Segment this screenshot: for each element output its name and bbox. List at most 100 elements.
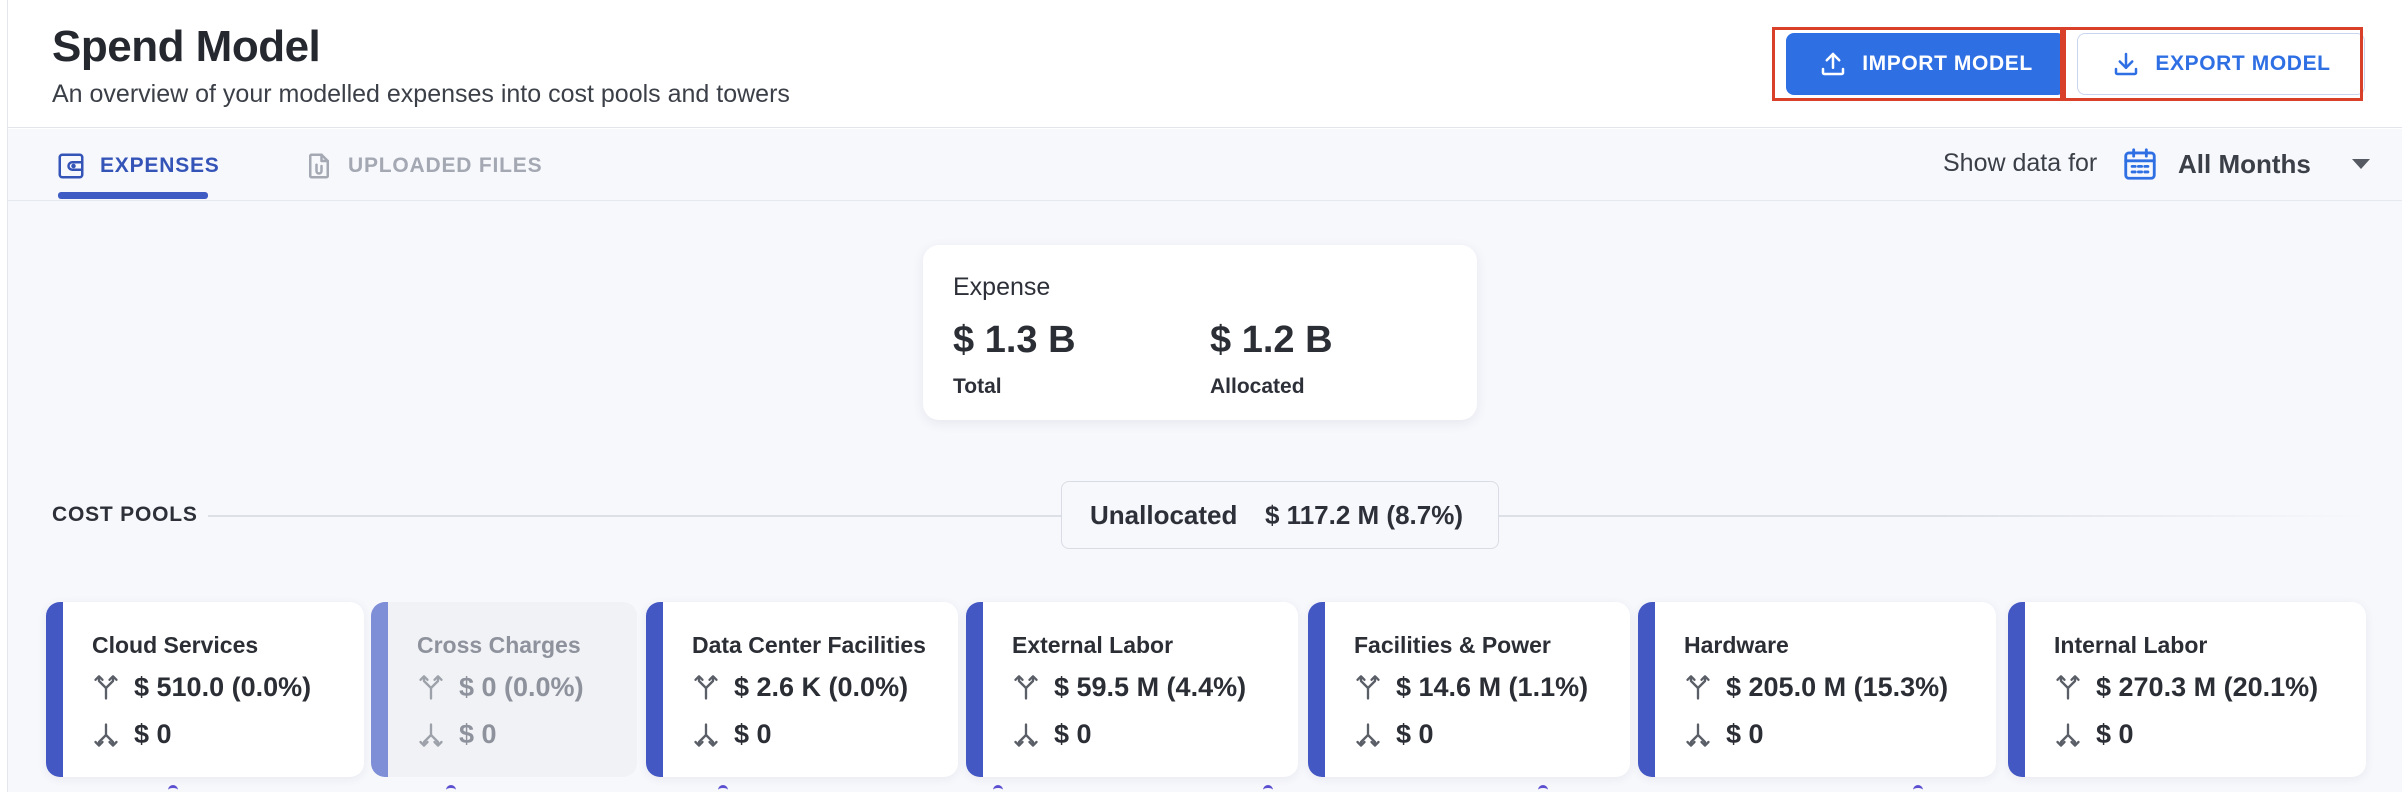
cost-pool-card-cloud-services[interactable]: Cloud Services $ 510.0 (0.0%) $ 0	[46, 602, 364, 777]
pool-incoming-row: $ 14.6 M (1.1%)	[1354, 672, 1588, 703]
month-select[interactable]: All Months	[2178, 149, 2311, 179]
cost-pool-card-hardware[interactable]: Hardware $ 205.0 M (15.3%) $ 0	[1638, 602, 1996, 777]
pool-incoming-row: $ 270.3 M (20.1%)	[2054, 672, 2318, 703]
pool-name: Facilities & Power	[1354, 632, 1551, 658]
pool-name: Data Center Facilities	[692, 632, 926, 658]
pool-incoming-value: $ 0 (0.0%)	[459, 672, 584, 702]
tab-uploaded-files[interactable]: UPLOADED FILES	[304, 151, 542, 181]
pool-incoming-row: $ 2.6 K (0.0%)	[692, 672, 908, 703]
pool-incoming-value: $ 270.3 M (20.1%)	[2096, 672, 2319, 702]
cost-pool-card-cross-charges[interactable]: Cross Charges $ 0 (0.0%) $ 0	[371, 602, 637, 777]
pool-incoming-row: $ 59.5 M (4.4%)	[1012, 672, 1246, 703]
merge-in-icon	[694, 674, 718, 700]
split-out-icon	[94, 722, 118, 747]
active-tab-indicator	[58, 192, 208, 199]
pool-incoming-row: $ 205.0 M (15.3%)	[1684, 672, 1948, 703]
merge-in-icon	[2056, 674, 2080, 700]
merge-in-icon	[1686, 674, 1710, 700]
pool-stripe	[1308, 602, 1325, 777]
expense-summary-card: Expense $ 1.3 B Total $ 1.2 B Allocated	[923, 245, 1477, 420]
page-title: Spend Model	[52, 22, 321, 71]
unallocated-value: $ 117.2 M (8.7%)	[1265, 499, 1463, 530]
pool-stripe	[2008, 602, 2025, 777]
page-subtitle: An overview of your modelled expenses in…	[52, 80, 790, 108]
split-out-icon	[1014, 722, 1038, 747]
pool-name: Internal Labor	[2054, 632, 2208, 658]
pool-stripe	[646, 602, 663, 777]
pool-outgoing-value: $ 0	[734, 719, 772, 749]
cost-pools-heading: COST POOLS	[52, 503, 198, 526]
merge-in-icon	[419, 674, 443, 700]
pool-stripe	[966, 602, 983, 777]
pool-name: Cloud Services	[92, 632, 259, 658]
unallocated-badge: Unallocated $ 117.2 M (8.7%)	[1061, 481, 1499, 549]
allocated-expense-label: Allocated	[1210, 375, 1305, 398]
split-out-icon	[1686, 722, 1710, 747]
tab-expenses-label: EXPENSES	[100, 154, 220, 177]
pool-outgoing-row: $ 0	[2054, 719, 2134, 750]
merge-in-icon	[1014, 674, 1038, 700]
split-out-icon	[419, 722, 443, 747]
import-model-label: IMPORT MODEL	[1862, 52, 2033, 75]
unallocated-label: Unallocated	[1090, 499, 1238, 530]
cost-pool-card-data-center-facilities[interactable]: Data Center Facilities $ 2.6 K (0.0%) $ …	[646, 602, 958, 777]
pool-incoming-value: $ 510.0 (0.0%)	[134, 672, 312, 702]
main-content: EXPENSES UPLOADED FILES Show data for Al…	[8, 129, 2402, 792]
split-out-icon	[1356, 722, 1380, 747]
chevron-down-icon[interactable]	[2352, 159, 2370, 169]
pool-incoming-row: $ 510.0 (0.0%)	[92, 672, 311, 703]
connector-mark	[718, 785, 728, 791]
pool-name: Cross Charges	[417, 632, 581, 658]
connector-mark	[446, 785, 456, 791]
pool-outgoing-value: $ 0	[134, 719, 172, 749]
tab-expenses[interactable]: EXPENSES	[56, 151, 220, 181]
merge-in-icon	[94, 674, 118, 700]
download-icon	[2115, 52, 2138, 76]
split-out-icon	[694, 722, 718, 747]
tab-bar: EXPENSES UPLOADED FILES Show data for Al…	[8, 129, 2402, 201]
connector-peek-row	[8, 779, 2402, 792]
total-expense-label: Total	[953, 375, 1002, 398]
pool-outgoing-row: $ 0	[692, 719, 772, 750]
cost-pool-card-external-labor[interactable]: External Labor $ 59.5 M (4.4%) $ 0	[966, 602, 1298, 777]
pool-name: Hardware	[1684, 632, 1789, 658]
export-model-button[interactable]: EXPORT MODEL	[2077, 33, 2365, 95]
pool-outgoing-value: $ 0	[459, 719, 497, 749]
cost-pool-card-internal-labor[interactable]: Internal Labor $ 270.3 M (20.1%) $ 0	[2008, 602, 2366, 777]
pool-stripe	[46, 602, 63, 777]
merge-in-icon	[1356, 674, 1380, 700]
pool-stripe	[1638, 602, 1655, 777]
upload-icon	[1821, 52, 1845, 76]
pool-incoming-value: $ 14.6 M (1.1%)	[1396, 672, 1589, 702]
pool-outgoing-row: $ 0	[92, 719, 172, 750]
pool-outgoing-value: $ 0	[1396, 719, 1434, 749]
expense-card-title: Expense	[953, 273, 1051, 301]
wallet-icon	[58, 153, 84, 179]
connector-mark	[1263, 785, 1273, 791]
connector-mark	[168, 785, 178, 791]
pool-incoming-value: $ 2.6 K (0.0%)	[734, 672, 909, 702]
split-out-icon	[2056, 722, 2080, 747]
connector-mark	[1913, 785, 1923, 791]
file-attachment-icon	[309, 153, 329, 179]
pool-outgoing-row: $ 0	[417, 719, 497, 750]
pool-outgoing-row: $ 0	[1684, 719, 1764, 750]
pool-outgoing-value: $ 0	[2096, 719, 2134, 749]
import-model-button[interactable]: IMPORT MODEL	[1786, 33, 2065, 95]
pool-name: External Labor	[1012, 632, 1174, 658]
total-expense-value: $ 1.3 B	[953, 319, 1076, 361]
pool-outgoing-value: $ 0	[1726, 719, 1764, 749]
tab-uploaded-files-label: UPLOADED FILES	[348, 154, 543, 177]
pool-outgoing-row: $ 0	[1354, 719, 1434, 750]
connector-mark	[993, 785, 1003, 791]
pool-outgoing-value: $ 0	[1054, 719, 1092, 749]
export-model-label: EXPORT MODEL	[2155, 52, 2331, 75]
pool-outgoing-row: $ 0	[1012, 719, 1092, 750]
cost-pool-card-facilities-power[interactable]: Facilities & Power $ 14.6 M (1.1%) $ 0	[1308, 602, 1630, 777]
page-header: Spend Model An overview of your modelled…	[8, 0, 2402, 128]
left-edge	[0, 0, 8, 792]
pool-incoming-row: $ 0 (0.0%)	[417, 672, 584, 703]
connector-mark	[1538, 785, 1548, 791]
pool-stripe	[371, 602, 388, 777]
show-data-for-label: Show data for	[1943, 149, 2098, 177]
